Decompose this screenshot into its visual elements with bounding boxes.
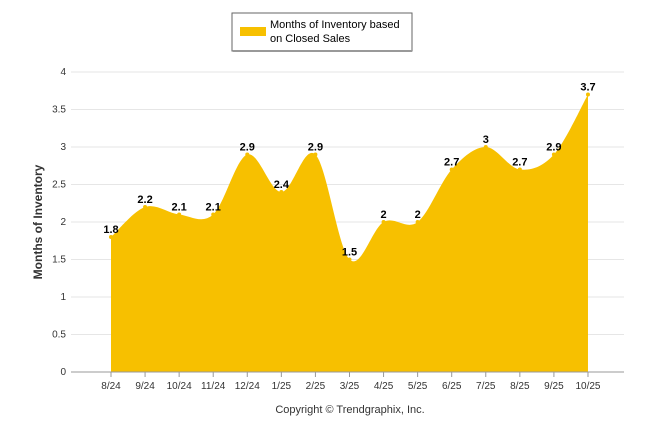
data-label: 2.9 [308,142,323,154]
x-tick-label: 9/24 [135,381,155,392]
data-label: 2.4 [274,179,290,191]
y-tick-label: 1 [60,292,66,303]
x-tick-label: 8/24 [101,381,121,392]
data-label: 2.1 [206,202,221,214]
x-tick-label: 9/25 [544,381,564,392]
y-tick-label: 4 [60,67,66,78]
axes: 0 0.5 1 1.5 2 2.5 3 3.5 4 8/24 9/24 10/24 11/24 12/24… [52,67,624,392]
area-fill [111,94,588,372]
data-label: 1.5 [342,247,357,259]
x-tick-label: 8/25 [510,381,530,392]
data-point[interactable] [585,92,590,97]
y-axis-title: Months of Inventory [31,164,45,279]
x-tick-label: 7/25 [476,381,496,392]
y-tick-label: 0.5 [52,330,66,341]
data-point[interactable] [551,152,556,157]
x-tick-label: 10/25 [575,381,600,392]
data-point[interactable] [449,167,454,172]
x-tick-label: 4/25 [374,381,394,392]
legend-label-line-2: on Closed Sales [270,33,351,45]
data-label: 2.9 [546,142,561,154]
copyright-text: Copyright © Trendgraphix, Inc. [275,404,424,416]
data-point[interactable] [143,205,148,209]
y-tick-label: 1.5 [52,255,66,266]
data-label: 1.8 [103,224,118,236]
data-point[interactable] [177,212,182,217]
x-tick-label: 11/24 [201,381,226,392]
x-tick-label: 1/25 [272,381,292,392]
data-label: 2.7 [444,157,459,169]
x-tick-label: 12/24 [235,381,260,392]
y-tick-label: 2 [60,217,66,228]
data-labels: 1.8 2.2 2.1 2.1 2.9 2.4 2.9 1.5 2 2 2.7 3 2.7 2.9 3.7 [103,82,596,262]
data-point[interactable] [245,152,250,157]
data-point[interactable] [347,257,352,262]
data-point[interactable] [313,152,318,157]
data-label: 2.7 [512,157,527,169]
y-tick-label: 0 [60,367,66,378]
legend-swatch [240,27,266,36]
data-point[interactable] [211,212,216,217]
area-series [111,94,588,372]
data-point[interactable] [517,167,522,172]
y-tick-label: 3 [60,142,66,153]
data-label: 2 [415,209,421,221]
x-tick-label: 6/25 [442,381,462,392]
data-label: 2.1 [171,202,186,214]
data-label: 2 [380,209,386,221]
data-label: 2.9 [240,142,255,154]
data-point[interactable] [109,235,113,239]
data-point[interactable] [483,145,488,149]
legend[interactable]: Months of Inventory based on Closed Sale… [231,12,413,52]
data-label: 3.7 [580,82,595,94]
x-tick-label: 5/25 [408,381,428,392]
data-label: 3 [483,134,489,146]
data-point[interactable] [279,190,284,194]
x-tick-label: 2/25 [306,381,326,392]
data-point[interactable] [415,220,420,224]
x-tick-label: 10/24 [167,381,192,392]
legend-label-line-1: Months of Inventory based [270,19,400,31]
x-tick-label: 3/25 [340,381,360,392]
data-label: 2.2 [137,194,152,206]
y-tick-label: 2.5 [52,180,66,191]
y-tick-label: 3.5 [52,105,66,116]
data-point[interactable] [381,220,386,224]
